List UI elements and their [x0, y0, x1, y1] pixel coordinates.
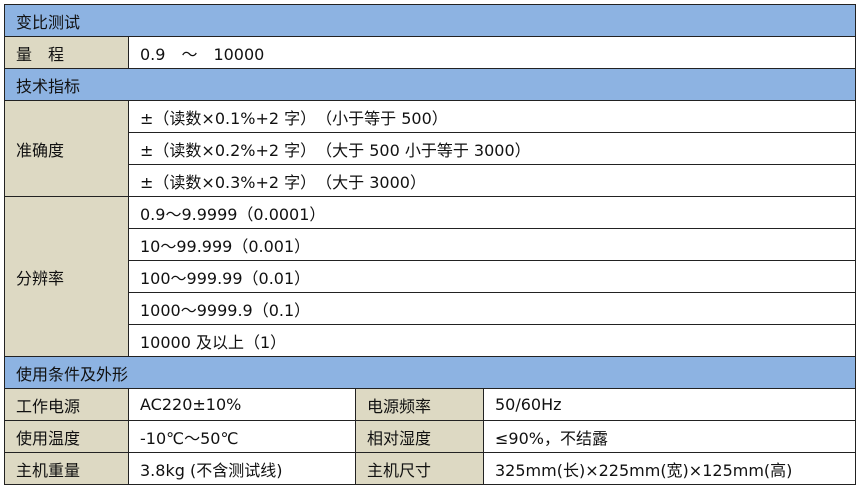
- spec-table-container: 变比测试 量 程 0.9 ～ 10000 技术指标 准确度 ±（读数×0.1%+2 …: [3, 4, 857, 485]
- condition-label: 主机重量: [4, 452, 129, 485]
- resolution-row: 10～99.999（0.001）: [127, 228, 857, 261]
- accuracy-row: ±（读数×0.3%+2 字） （大于 3000）: [127, 164, 857, 197]
- condition-value: 3.8kg (不含测试线): [128, 452, 356, 485]
- condition-value: 325mm(长)×225mm(宽)×125mm(高): [482, 452, 857, 485]
- condition-value: AC220±10%: [128, 388, 356, 421]
- spec-table: 变比测试 量 程 0.9 ～ 10000 技术指标 准确度 ±（读数×0.1%+2 …: [3, 4, 857, 485]
- resolution-row: 1000～9999.9（0.1）: [127, 292, 857, 325]
- condition-label: 使用温度: [4, 420, 129, 453]
- section-header-conditions: 使用条件及外形: [3, 356, 857, 389]
- resolution-row: 0.9～9.9999（0.0001）: [127, 196, 857, 229]
- condition-label: 工作电源: [4, 388, 129, 421]
- resolution-label: 分辨率: [4, 196, 129, 357]
- condition-label: 电源频率: [355, 388, 484, 421]
- accuracy-label: 准确度: [4, 100, 129, 197]
- condition-label: 主机尺寸: [355, 452, 484, 485]
- condition-label: 相对湿度: [355, 420, 484, 453]
- range-value: 0.9 ～ 10000: [127, 36, 857, 69]
- section-header-ratio-test: 变比测试: [3, 4, 857, 37]
- condition-value: 50/60Hz: [482, 388, 857, 421]
- accuracy-row: ±（读数×0.1%+2 字） （小于等于 500）: [127, 100, 857, 133]
- condition-value: ≤90%，不结露: [482, 420, 857, 453]
- range-label: 量 程: [4, 36, 129, 69]
- section-header-specs: 技术指标: [3, 68, 857, 101]
- condition-value: -10℃～50℃: [128, 420, 356, 453]
- resolution-row: 100～999.99（0.01）: [127, 260, 857, 293]
- accuracy-row: ±（读数×0.2%+2 字） （大于 500 小于等于 3000）: [127, 132, 857, 165]
- resolution-row: 10000 及以上（1）: [127, 324, 857, 357]
